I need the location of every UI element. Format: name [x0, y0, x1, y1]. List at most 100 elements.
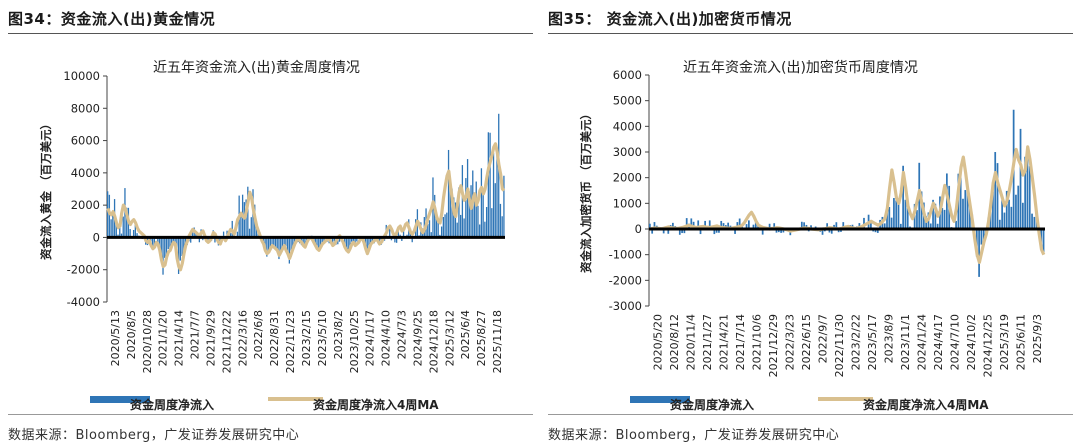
- y-tick-label: -4000: [67, 295, 100, 309]
- flow-bar: [773, 223, 776, 229]
- flow-bar: [904, 199, 907, 229]
- flow-bar: [437, 219, 439, 238]
- x-tick-label: 2022/6/8: [252, 310, 265, 359]
- chart-title: 近五年资金流入(出)加密货币周度情况: [683, 59, 918, 76]
- gold-flow-chart: 近五年资金流入(出)黄金周度情况 -4000 -2000 0 2000 4000 6000 8…: [39, 59, 506, 412]
- flow-bar: [319, 237, 322, 248]
- flow-bar: [442, 216, 444, 238]
- x-tick-label: 2020/10/28: [141, 310, 154, 373]
- flow-bar: [352, 237, 355, 243]
- flow-bar: [449, 180, 451, 238]
- figure-panel-gold: 图34：资金流入(出)黄金情况 近五年资金流入(出)黄金周度情况 -4000 -20…: [8, 0, 533, 448]
- flow-bar: [446, 212, 448, 238]
- flow-bar: [454, 202, 457, 238]
- flow-bar: [273, 237, 275, 248]
- flow-bar: [451, 188, 453, 238]
- flow-bar: [653, 222, 656, 229]
- x-tick-label: 2023/8/9: [882, 314, 895, 363]
- flow-bar: [402, 229, 405, 238]
- flow-bar: [236, 231, 239, 238]
- x-tick-label: 2024/9/25: [411, 310, 424, 366]
- flow-bar: [501, 216, 503, 238]
- flow-bar: [943, 209, 946, 229]
- flow-bar: [775, 229, 778, 233]
- flow-bar: [222, 231, 225, 238]
- flow-bar: [738, 218, 741, 229]
- x-tick-label: 2024/4/17: [932, 314, 945, 370]
- flow-bar: [181, 237, 183, 256]
- flow-bar: [916, 210, 918, 229]
- flow-bar: [132, 229, 135, 238]
- y-tick-label: -2000: [67, 263, 100, 277]
- flow-bar: [1021, 202, 1024, 229]
- flow-bar: [959, 177, 962, 229]
- flow-bar: [830, 229, 833, 234]
- flow-bar: [978, 229, 980, 277]
- x-tick-label: 2022/11/30: [833, 314, 846, 377]
- flow-bar: [167, 237, 169, 250]
- y-tick-label: 6000: [613, 68, 642, 82]
- flow-bar: [350, 237, 353, 242]
- flow-bar: [1008, 199, 1010, 229]
- flow-bar: [496, 154, 498, 238]
- flow-bar: [996, 163, 999, 229]
- flow-bar: [195, 232, 197, 238]
- x-tick-label: 2024/12/18: [427, 310, 440, 373]
- flow-bar: [1031, 213, 1033, 229]
- x-tick-label: 2021/12/29: [767, 314, 780, 377]
- chart-title: 近五年资金流入(出)黄金周度情况: [153, 59, 360, 76]
- flow-bar: [428, 220, 431, 238]
- flow-bar: [484, 221, 486, 238]
- flow-bar: [745, 224, 748, 229]
- flow-bar: [183, 237, 185, 255]
- flow-bar: [366, 237, 368, 255]
- flow-bar: [269, 237, 271, 249]
- flow-bar: [290, 237, 292, 257]
- flow-bar: [651, 229, 654, 234]
- x-tick-label: 2024/10/2: [965, 314, 978, 370]
- source-note: 数据来源：Bloomberg，广发证券发展研究中心: [8, 428, 300, 443]
- flow-bar: [434, 194, 436, 238]
- flow-bar: [888, 207, 891, 229]
- flow-bar: [835, 222, 838, 229]
- flow-bar: [169, 237, 171, 250]
- flow-bar: [883, 223, 886, 229]
- flow-bar: [162, 237, 164, 275]
- flow-bar: [1024, 156, 1027, 229]
- x-tick-label: 2021/1/20: [157, 310, 170, 366]
- source-rule: [548, 414, 1073, 415]
- flow-bar: [292, 237, 294, 249]
- x-tick-label: 2024/12/25: [981, 314, 994, 377]
- flow-bar: [465, 178, 467, 238]
- legend-label-bars: 资金周度净流入: [130, 397, 214, 412]
- flow-bar: [435, 218, 438, 238]
- flow-bar: [757, 225, 759, 229]
- flow-bar: [754, 221, 757, 229]
- flow-bar: [485, 207, 488, 238]
- flow-bar: [461, 165, 464, 238]
- flow-bar: [120, 233, 123, 238]
- figure-panel-crypto: 图35： 资金流入(出)加密货币情况 近五年资金流入(出)加密货币周度情况 -30…: [548, 0, 1073, 448]
- legend-label-ma: 资金周度净流入4周MA: [863, 397, 989, 412]
- flow-bar: [966, 191, 969, 229]
- flow-bar: [394, 237, 396, 243]
- flow-bar: [1026, 151, 1029, 229]
- flow-bar: [487, 132, 489, 238]
- flow-bar: [489, 132, 491, 238]
- flow-bar: [126, 207, 128, 238]
- flow-bar: [323, 237, 325, 244]
- flow-bar: [998, 219, 1001, 229]
- figure-title: 图35： 资金流入(出)加密货币情况: [548, 10, 792, 28]
- flow-bar: [286, 237, 289, 253]
- source-rule: [8, 414, 533, 415]
- flow-bar: [395, 237, 398, 243]
- flow-bar: [685, 218, 688, 229]
- flow-bar: [302, 237, 304, 246]
- flow-bar: [283, 237, 285, 247]
- flow-bar: [870, 220, 872, 229]
- flow-bar: [704, 220, 706, 229]
- flow-bar: [306, 237, 308, 241]
- x-tick-label: 2023/11/1: [899, 314, 912, 370]
- flow-bar: [347, 237, 349, 251]
- ma-line: [106, 142, 506, 272]
